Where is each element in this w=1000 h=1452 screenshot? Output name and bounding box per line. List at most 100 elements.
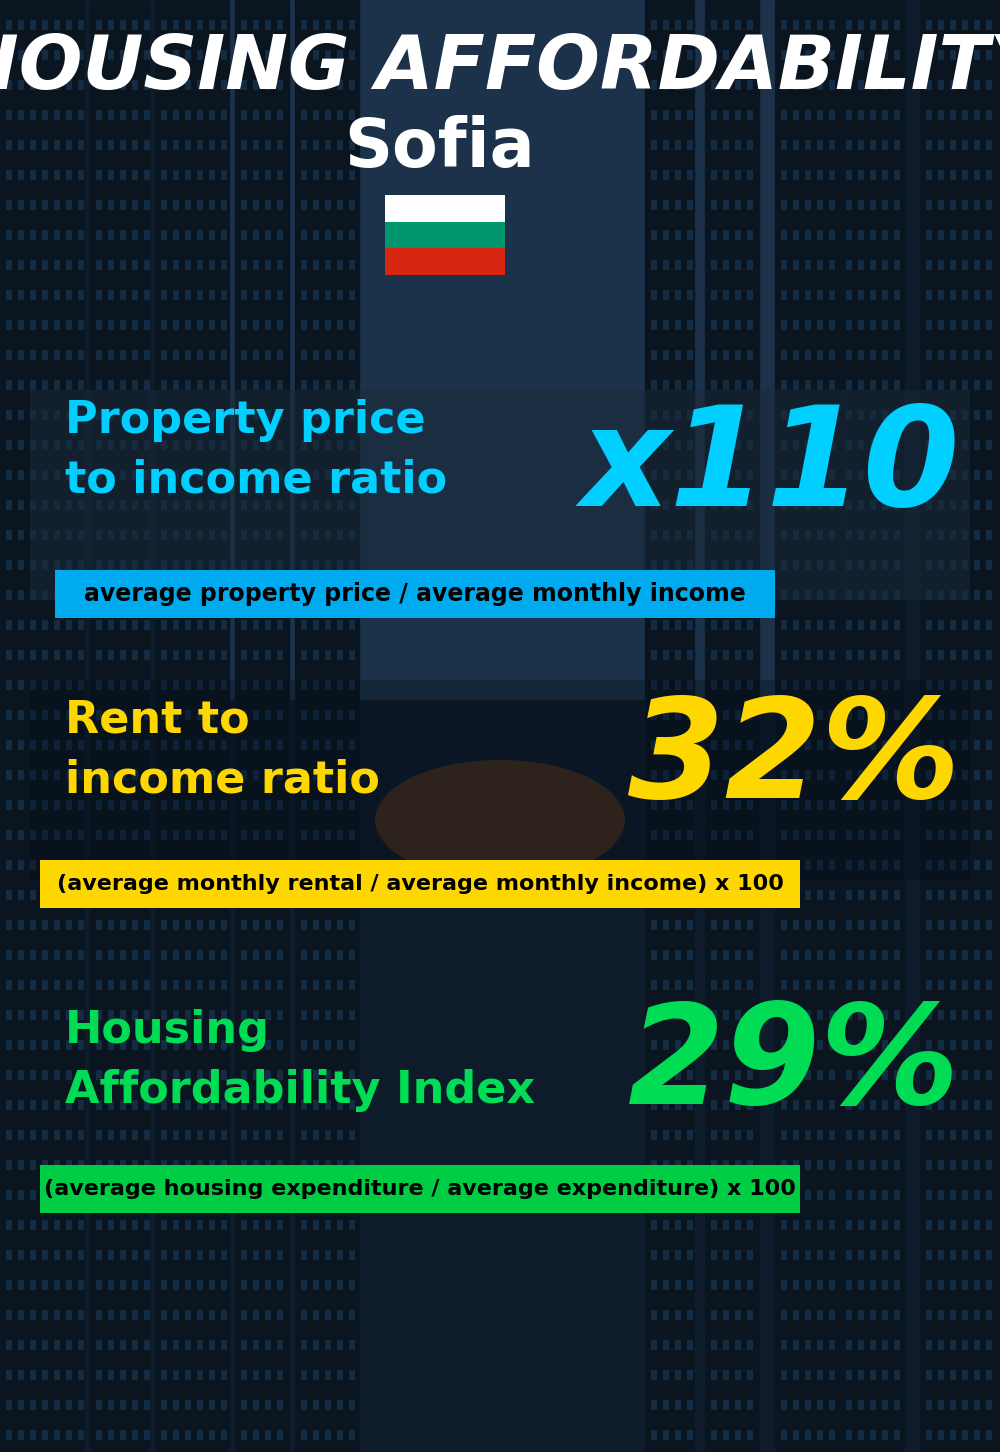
Text: Housing
Affordability Index: Housing Affordability Index <box>65 1009 535 1111</box>
Bar <box>313 1220 319 1230</box>
Bar <box>325 80 331 90</box>
Bar <box>209 1220 215 1230</box>
Bar <box>858 170 864 180</box>
Bar <box>926 1430 932 1440</box>
Bar <box>173 260 179 270</box>
Bar <box>870 1371 876 1379</box>
Bar <box>96 710 102 720</box>
Bar <box>42 980 48 990</box>
Bar <box>735 1130 741 1140</box>
Bar <box>54 590 60 600</box>
Bar <box>986 170 992 180</box>
Bar <box>974 1430 980 1440</box>
Bar <box>962 921 968 929</box>
Bar <box>173 440 179 450</box>
Bar <box>132 1101 138 1109</box>
Bar <box>78 200 84 211</box>
Bar <box>781 200 787 211</box>
Bar <box>687 290 693 301</box>
Bar <box>986 80 992 90</box>
Bar <box>781 680 787 690</box>
Bar <box>663 831 669 841</box>
Bar <box>313 1371 319 1379</box>
Bar <box>337 560 343 571</box>
Bar <box>675 1281 681 1289</box>
Bar <box>870 499 876 510</box>
Bar <box>858 1220 864 1230</box>
Text: Sofia: Sofia <box>345 115 535 182</box>
Bar <box>161 680 167 690</box>
Bar <box>846 20 852 30</box>
Bar <box>277 710 283 720</box>
Bar <box>108 1011 114 1019</box>
Bar <box>325 499 331 510</box>
Bar <box>197 1130 203 1140</box>
Bar <box>265 200 271 211</box>
Bar <box>846 890 852 900</box>
Bar <box>870 1101 876 1109</box>
Bar <box>829 831 835 841</box>
Bar <box>723 1011 729 1019</box>
Bar <box>161 1160 167 1170</box>
Bar <box>108 260 114 270</box>
Bar <box>663 350 669 360</box>
Bar <box>986 800 992 810</box>
Bar <box>663 1130 669 1140</box>
Bar <box>313 1040 319 1050</box>
Bar <box>313 1400 319 1410</box>
Bar <box>325 380 331 391</box>
Bar <box>42 319 48 330</box>
Bar <box>173 770 179 780</box>
Bar <box>938 380 944 391</box>
Bar <box>108 710 114 720</box>
Bar <box>30 110 36 121</box>
Bar <box>96 1400 102 1410</box>
Bar <box>349 770 355 780</box>
Bar <box>173 229 179 240</box>
Bar <box>817 831 823 841</box>
Bar <box>950 229 956 240</box>
Bar <box>974 1371 980 1379</box>
Bar <box>6 380 12 391</box>
Bar <box>120 499 126 510</box>
Bar <box>6 650 12 661</box>
Bar <box>926 80 932 90</box>
Bar <box>30 650 36 661</box>
Bar <box>829 139 835 150</box>
Bar <box>108 1160 114 1170</box>
Bar <box>78 560 84 571</box>
Bar <box>18 800 24 810</box>
Bar <box>66 680 72 690</box>
Text: x110: x110 <box>580 401 960 536</box>
Bar <box>651 470 657 481</box>
Bar <box>723 1101 729 1109</box>
Bar <box>325 831 331 841</box>
Bar <box>829 1160 835 1170</box>
Bar <box>132 1191 138 1199</box>
Bar <box>185 710 191 720</box>
Bar <box>805 680 811 690</box>
Bar <box>747 409 753 420</box>
Bar <box>197 139 203 150</box>
Bar <box>185 200 191 211</box>
Bar <box>962 80 968 90</box>
Bar <box>882 860 888 870</box>
Bar <box>265 1430 271 1440</box>
Bar <box>858 680 864 690</box>
Bar <box>950 380 956 391</box>
Bar <box>938 980 944 990</box>
Bar <box>882 1011 888 1019</box>
Bar <box>747 229 753 240</box>
Bar <box>54 470 60 481</box>
Bar <box>805 139 811 150</box>
Bar <box>962 170 968 180</box>
Bar <box>962 890 968 900</box>
Bar <box>894 741 900 751</box>
Bar <box>846 1281 852 1289</box>
Bar <box>950 560 956 571</box>
Bar <box>894 1220 900 1230</box>
Bar <box>54 1160 60 1170</box>
Bar <box>313 1101 319 1109</box>
Bar <box>793 1371 799 1379</box>
Bar <box>185 1070 191 1080</box>
